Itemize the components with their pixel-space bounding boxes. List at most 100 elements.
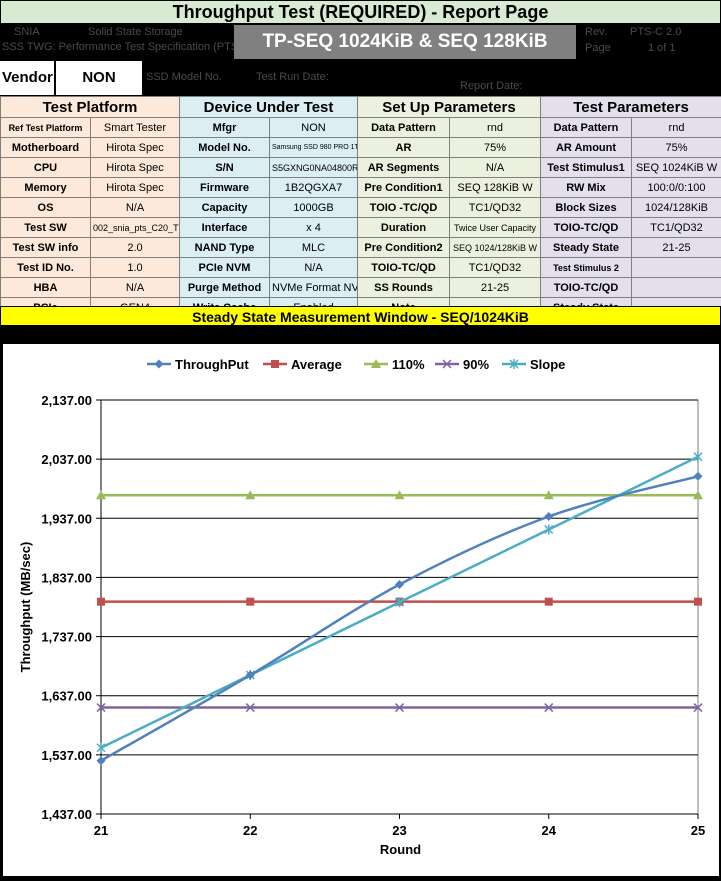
- y-tick-label: 1,437.00: [41, 807, 92, 822]
- param-label: Test SW info: [1, 238, 91, 258]
- marker-square: [97, 598, 105, 606]
- param-label: Mfgr: [180, 118, 270, 138]
- param-label: Memory: [1, 178, 91, 198]
- report-title: Throughput Test (REQUIRED) - Report Page: [0, 0, 721, 24]
- data-point: [694, 598, 702, 606]
- steady-state-banner: Steady State Measurement Window - SEQ/10…: [0, 306, 721, 326]
- section-device-under-test: Device Under Test: [180, 97, 358, 118]
- legend-label: 110%: [392, 357, 425, 372]
- data-point: [246, 598, 254, 606]
- param-label: Model No.: [180, 138, 270, 158]
- param-value: MLC: [270, 238, 358, 258]
- data-point: [545, 598, 553, 606]
- param-label: Interface: [180, 218, 270, 238]
- param-value: rnd: [450, 118, 541, 138]
- param-value: TC1/QD32: [632, 218, 721, 238]
- x-tick-label: 25: [691, 823, 705, 838]
- param-value: S5GXNG0NA04800R: [270, 158, 358, 178]
- y-axis-title: Throughput (MB/sec): [18, 542, 33, 673]
- data-point: [97, 598, 105, 606]
- legend-label: Average: [291, 357, 342, 372]
- x-tick-label: 21: [94, 823, 108, 838]
- param-label: Firmware: [180, 178, 270, 198]
- header-sss: Solid State Storage: [88, 26, 183, 38]
- marker-square: [545, 598, 553, 606]
- param-value: N/A: [91, 198, 180, 218]
- ssd-model-label: SSD Model No.: [146, 71, 222, 83]
- vendor-value: NON: [56, 61, 142, 95]
- param-value: TC1/QD32: [450, 198, 541, 218]
- param-value: 002_snia_pts_C20_TP: [91, 218, 180, 238]
- param-label: HBA: [1, 278, 91, 298]
- param-label: Test Stimulus1: [541, 158, 632, 178]
- vendor-label: Vendor:: [0, 61, 54, 95]
- param-label: Data Pattern: [358, 118, 450, 138]
- section-test-platform: Test Platform: [1, 97, 180, 118]
- param-value: Hirota Spec: [91, 158, 180, 178]
- data-point: [155, 360, 164, 369]
- param-value: N/A: [270, 258, 358, 278]
- param-value: [632, 258, 721, 278]
- legend-label: ThroughPut: [175, 357, 249, 372]
- param-value: Smart Tester: [91, 118, 180, 138]
- y-tick-label: 1,937.00: [41, 511, 92, 526]
- param-label: Block Sizes: [541, 198, 632, 218]
- test-profile-label: TP-SEQ 1024KiB & SEQ 128KiB: [234, 25, 576, 59]
- param-value: N/A: [91, 278, 180, 298]
- param-label: PCIe NVM: [180, 258, 270, 278]
- marker-square: [271, 360, 279, 368]
- param-label: AR Amount: [541, 138, 632, 158]
- header-twg: SSS TWG: Performance Test Specification …: [2, 41, 242, 53]
- legend-label: 90%: [463, 357, 489, 372]
- param-value: Twice User Capacity: [450, 218, 541, 238]
- y-tick-label: 1,637.00: [41, 689, 92, 704]
- param-value: NON: [270, 118, 358, 138]
- param-value: SEQ 1024/128KiB W: [450, 238, 541, 258]
- section-set-up-parameters: Set Up Parameters: [358, 97, 541, 118]
- header-rev-label: Rev.: [585, 26, 607, 38]
- x-tick-label: 22: [243, 823, 257, 838]
- param-value: Hirota Spec: [91, 178, 180, 198]
- param-value: 2.0: [91, 238, 180, 258]
- y-tick-label: 2,037.00: [41, 452, 92, 467]
- data-point: [271, 360, 279, 368]
- param-label: Purge Method: [180, 278, 270, 298]
- param-label: Ref Test Platform: [1, 118, 91, 138]
- param-value: 1024/128KiB: [632, 198, 721, 218]
- param-value: [632, 278, 721, 298]
- marker-square: [694, 598, 702, 606]
- param-value: 1B2QGXA7: [270, 178, 358, 198]
- report-date-label: Report Date:: [460, 80, 522, 92]
- param-value: TC1/QD32: [450, 258, 541, 278]
- legend-item: ThroughPut: [147, 357, 249, 372]
- param-label: Steady State: [541, 238, 632, 258]
- param-label: Data Pattern: [541, 118, 632, 138]
- param-value: 21-25: [450, 278, 541, 298]
- param-label: SS Rounds: [358, 278, 450, 298]
- param-label: AR Segments: [358, 158, 450, 178]
- param-value: 1000GB: [270, 198, 358, 218]
- header-page-value: 1 of 1: [648, 42, 676, 54]
- marker-square: [246, 598, 254, 606]
- param-label: Motherboard: [1, 138, 91, 158]
- param-label: Capacity: [180, 198, 270, 218]
- param-value: 75%: [632, 138, 721, 158]
- param-label: NAND Type: [180, 238, 270, 258]
- legend-item: 90%: [435, 357, 489, 372]
- y-tick-label: 2,137.00: [41, 393, 92, 408]
- param-value: 75%: [450, 138, 541, 158]
- param-value: SEQ 128KiB W: [450, 178, 541, 198]
- param-label: TOIO -TC/QD: [358, 198, 450, 218]
- param-value: 100:0/0:100: [632, 178, 721, 198]
- legend-item: Average: [263, 357, 342, 372]
- header-rev-value: PTS-C 2.0: [630, 26, 681, 38]
- param-value: 1.0: [91, 258, 180, 278]
